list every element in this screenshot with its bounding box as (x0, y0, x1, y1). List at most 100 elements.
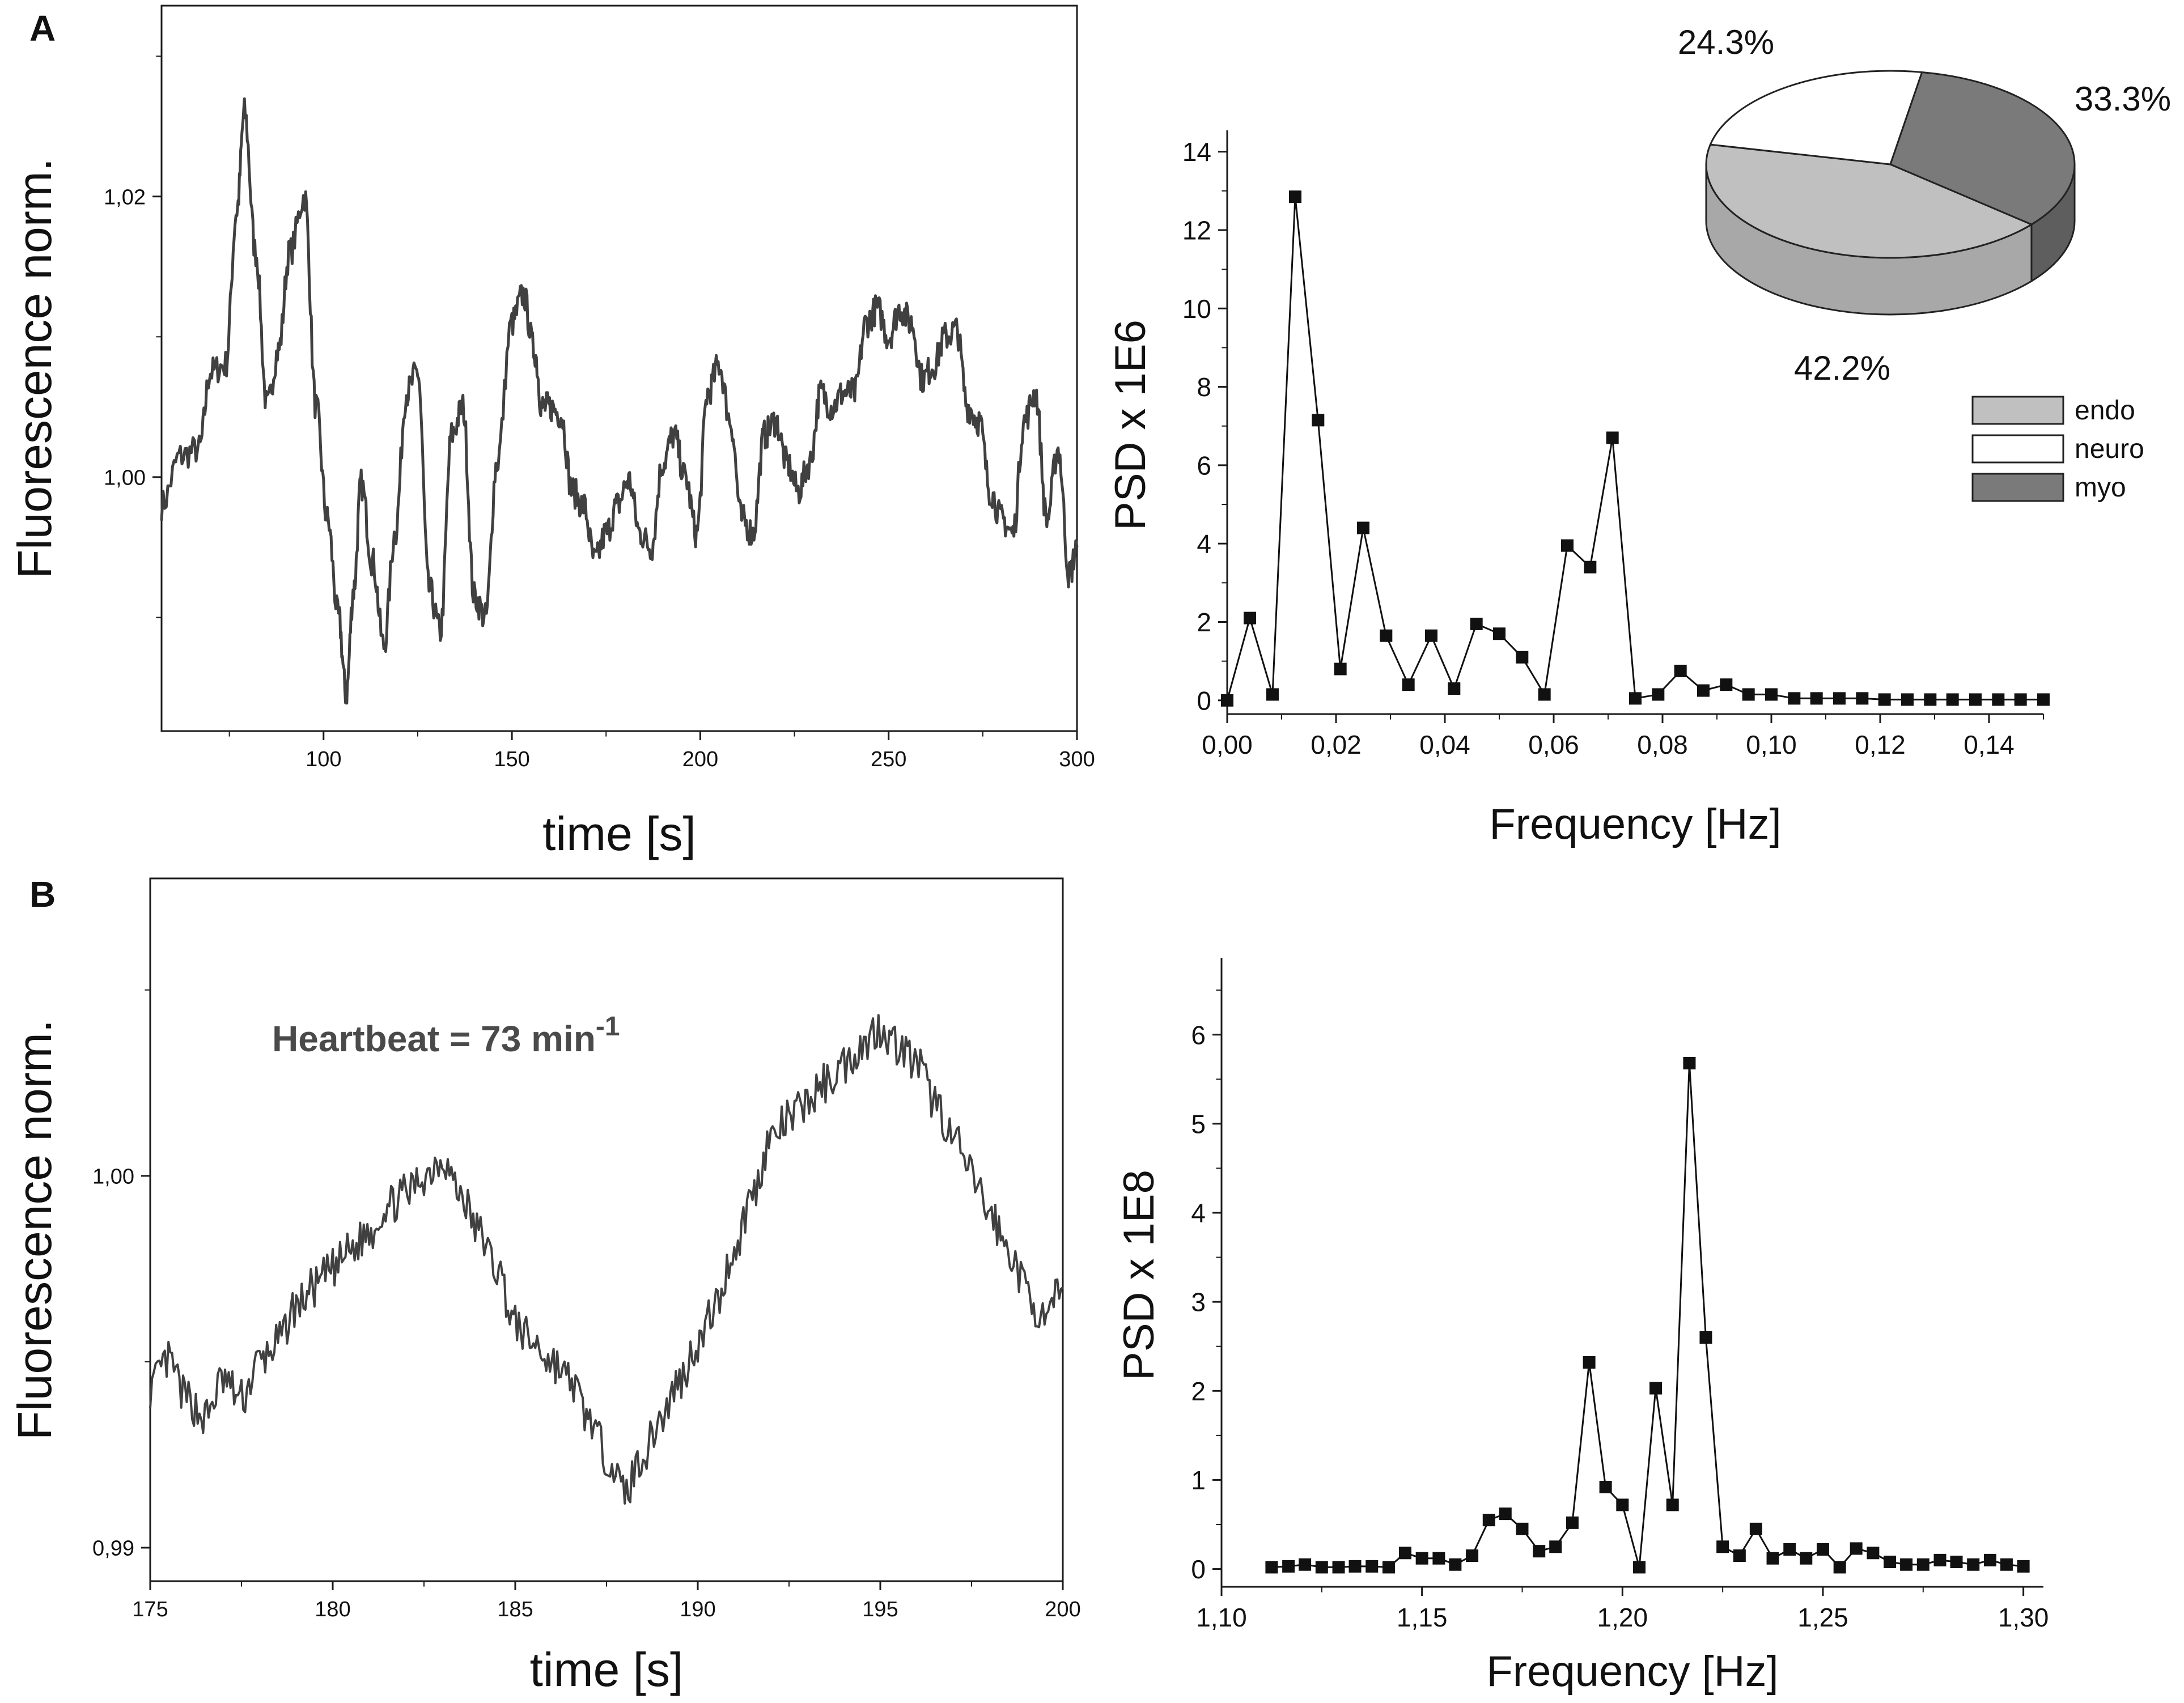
y-tick-label: 2 (1191, 1377, 1206, 1406)
x-tick-label: 1,15 (1397, 1603, 1448, 1632)
x-tick-label: 0,12 (1855, 730, 1906, 759)
data-point (1878, 693, 1891, 706)
data-point (1533, 1545, 1546, 1558)
pie-value-label: 42.2% (1794, 349, 1890, 387)
data-point (1652, 688, 1665, 701)
y-tick-label: 1 (1191, 1466, 1206, 1495)
y-tick-label: 0,99 (92, 1537, 134, 1561)
data-point (2000, 1558, 2013, 1571)
data-point (2014, 693, 2027, 706)
data-point (1265, 1561, 1278, 1574)
x-tick-label: 175 (132, 1598, 168, 1621)
x-tick-label: 200 (682, 748, 718, 771)
data-point (2037, 693, 2050, 706)
data-point (1742, 688, 1755, 701)
x-tick-label: 195 (862, 1598, 898, 1621)
y-tick-label: 6 (1197, 451, 1211, 480)
y-tick-label: 12 (1182, 216, 1211, 245)
x-tick-label: 0,06 (1528, 730, 1579, 759)
x-tick-label: 0,00 (1202, 730, 1253, 759)
data-point (1482, 1514, 1495, 1527)
x-tick-label: 200 (1045, 1598, 1080, 1621)
pie-slice-endo (1705, 143, 2034, 259)
y-tick-label: 5 (1191, 1109, 1206, 1139)
data-point (1833, 1561, 1846, 1574)
data-point (1312, 414, 1325, 427)
chart-a-power-spectrum: 0,00 0,02 0,04 0,06 0,08 0,10 0,12 0,14 0 2 4 6 8 10 1… (1106, 130, 2050, 848)
data-point (1674, 664, 1687, 677)
data-point (1221, 694, 1233, 707)
x-tick-label: 1,10 (1196, 1603, 1247, 1632)
data-point (1950, 1556, 1963, 1568)
x-axis-label: time [s] (530, 1643, 684, 1696)
y-tick-label: 6 (1191, 1020, 1206, 1050)
data-point (1856, 692, 1869, 705)
data-point (1916, 1558, 1929, 1571)
plot-frame (160, 5, 1078, 732)
data-point (1699, 1331, 1712, 1344)
data-point (1924, 693, 1937, 706)
x-axis-label: Frequency [Hz] (1489, 800, 1781, 848)
y-tick-label: 3 (1191, 1288, 1206, 1317)
data-point (1470, 617, 1483, 630)
data-point (1382, 1561, 1395, 1574)
data-point (1266, 688, 1279, 701)
data-point (1992, 693, 2005, 706)
trace-line (160, 97, 1079, 705)
data-point (2017, 1560, 2030, 1573)
legend-swatch-myo (1971, 473, 2064, 502)
data-point (1415, 1552, 1428, 1565)
x-tick-label: 1,25 (1797, 1603, 1848, 1632)
data-point (1788, 692, 1801, 705)
y-tick-label: 8 (1197, 372, 1211, 402)
data-point (1334, 662, 1347, 676)
data-point (1583, 1356, 1596, 1369)
y-axis-label: Fluorescence norm. (8, 1020, 61, 1440)
series-line (1271, 1063, 2024, 1569)
chart-b-fluorescence-trace: Heartbeat = 73 min-1 175 180 185 190 195 200 0… (8, 877, 1081, 1696)
x-tick-label: 0,02 (1311, 730, 1362, 759)
data-point (1901, 693, 1914, 706)
legend-label-myo: myo (2075, 473, 2126, 503)
data-point (1629, 692, 1642, 705)
data-point (1833, 692, 1846, 705)
data-point (1357, 521, 1369, 534)
pie-value-label: 24.3% (1678, 23, 1774, 61)
pie-slice-myo (1889, 71, 2076, 226)
data-point (1900, 1558, 1913, 1571)
y-tick-label: 1,00 (104, 466, 146, 490)
data-point (1599, 1481, 1612, 1493)
x-tick-label: 1,30 (1998, 1603, 2049, 1632)
x-tick-label: 300 (1059, 748, 1095, 771)
data-point (1516, 651, 1529, 664)
y-tick-label: 4 (1191, 1199, 1206, 1228)
data-point (1332, 1561, 1345, 1574)
x-axis-label: Frequency [Hz] (1486, 1647, 1778, 1696)
data-point (1946, 693, 1959, 706)
data-point (1683, 1057, 1696, 1069)
data-point (1800, 1552, 1813, 1565)
y-tick-label: 2 (1197, 608, 1211, 637)
data-point (1380, 629, 1393, 642)
y-tick-label: 10 (1182, 294, 1211, 324)
data-point (1616, 1498, 1629, 1511)
chart-a-fluorescence-trace: 100 150 200 250 300 1,00 1,02 time [s] Fluoresce… (8, 5, 1095, 860)
data-point (1365, 1560, 1379, 1573)
panel-letter-b: B (29, 874, 56, 915)
y-tick-label: 1,02 (104, 185, 146, 209)
data-point (1493, 627, 1506, 640)
data-point (1538, 688, 1551, 701)
chart-a-cell-type-pie: 42.2% 24.3% 33.3% endo neuro myo (1678, 23, 2171, 503)
data-point (1666, 1498, 1679, 1511)
data-point (1348, 1560, 1362, 1573)
data-point (1649, 1382, 1663, 1395)
heartbeat-superscript: -1 (596, 1012, 620, 1042)
data-point (1449, 1558, 1462, 1571)
data-point (1398, 1547, 1411, 1560)
y-tick-label: 0 (1191, 1555, 1206, 1584)
data-point (1749, 1522, 1762, 1535)
data-point (1697, 684, 1710, 697)
data-point (1282, 1560, 1295, 1573)
legend-label-neuro: neuro (2075, 434, 2144, 464)
